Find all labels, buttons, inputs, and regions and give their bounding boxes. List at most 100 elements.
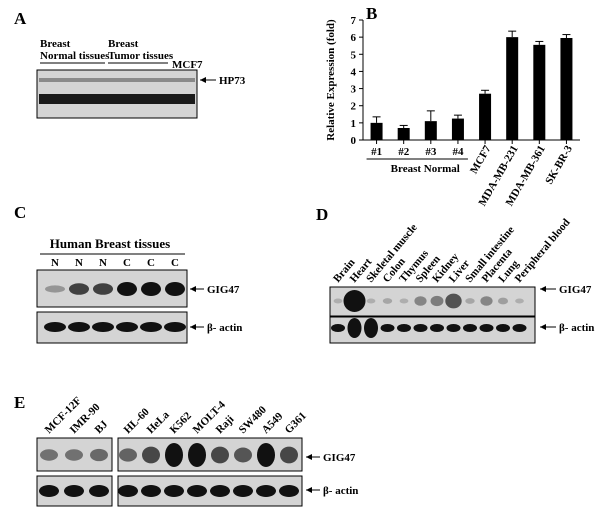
bar [397,128,410,140]
y-tick-label: 0 [351,135,357,147]
band [141,485,161,497]
band [331,324,345,332]
y-tick-label: 5 [351,49,357,61]
band [233,485,253,497]
band [399,298,409,304]
x-tick-label: #4 [452,146,464,158]
band [347,318,362,338]
band [414,296,427,306]
lane-label: BJ [93,418,111,436]
panel-title: Human Breast tissues [50,236,170,251]
panel-label: D [316,205,328,224]
band [364,318,378,338]
band [430,295,444,307]
bands [331,290,527,338]
band [92,322,114,332]
band [445,293,462,309]
arrow-head [306,487,312,493]
band [64,485,84,497]
lane-label: K562 [168,410,195,437]
band [257,443,275,467]
lane-header: Breast [108,38,139,50]
band [479,324,494,332]
bar [560,38,573,140]
band [515,298,524,304]
x-tick-label: #1 [371,146,382,158]
arrow-head [540,286,546,292]
y-tick-label: 7 [351,15,357,27]
band [463,324,477,332]
blot [36,69,198,119]
band [382,298,393,304]
band [44,322,66,332]
panel-label: A [14,9,27,28]
band [446,324,461,332]
band [40,449,58,461]
band [117,282,137,296]
panel-label: E [14,393,25,412]
y-tick-label: 6 [351,32,357,44]
band [465,298,475,304]
lane-label: N [51,257,59,269]
x-tick-label: SK-BR-3 [543,143,575,186]
band [187,485,207,497]
band [280,446,298,464]
band [165,443,183,467]
lane-label: N [75,257,83,269]
band [480,296,493,306]
band [164,485,184,497]
lane-label: G361 [283,410,309,436]
band [118,485,138,497]
bar [370,122,383,140]
band [116,322,138,332]
arrow-head [190,324,196,330]
band [39,485,59,497]
bar [479,93,492,140]
x-tick-label: #3 [425,146,437,158]
y-axis-title: Relative Expression (fold) [325,19,337,141]
band [397,324,411,332]
y-tick-label: 3 [351,84,357,96]
band [188,443,206,467]
band [497,297,509,305]
marker-label: HP73 [219,75,246,87]
band [333,298,343,304]
band [119,448,137,462]
band [93,283,113,295]
arrow-head [200,77,206,83]
band [366,298,376,304]
marker-label: GIG47 [207,284,240,296]
lane-label: C [171,257,179,269]
band [164,322,186,332]
band [496,324,510,332]
bands [39,443,299,497]
band [45,285,65,293]
lane-label: C [123,257,131,269]
arrow-head [306,454,312,460]
panel-label: C [14,203,26,222]
marker-label: β- actin [323,485,358,497]
x-tick-label: MCF7 [468,143,494,176]
band [68,322,90,332]
arrow-head [190,286,196,292]
group-label: Breast Normal [391,163,460,175]
band [211,446,229,464]
band [65,449,83,461]
bar [533,44,546,140]
bar [506,37,519,141]
band [165,282,185,296]
marker-label: GIG47 [559,284,592,296]
band [69,283,89,295]
marker-label: GIG47 [323,452,356,464]
lane-header: Breast [40,38,71,50]
band [380,324,395,332]
y-tick-label: 1 [351,118,357,130]
marker-label: β- actin [207,322,242,334]
band [142,446,160,464]
band [430,324,444,332]
